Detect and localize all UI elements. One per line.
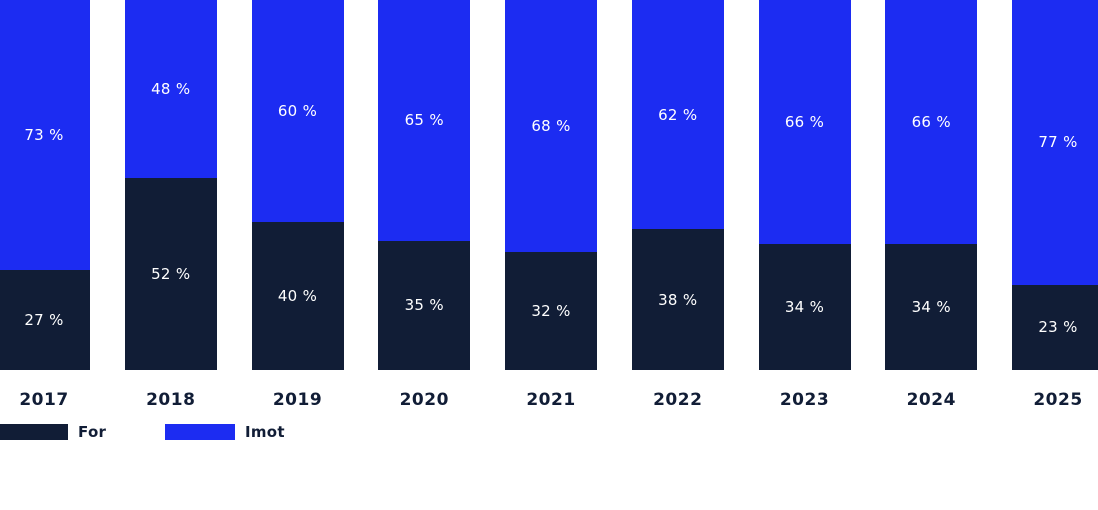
segment-for: 23 % xyxy=(1012,284,1098,370)
bar-2025: 77 % 23 % xyxy=(1012,0,1098,370)
segment-value-label: 34 % xyxy=(911,298,951,317)
x-axis-label: 2020 xyxy=(399,390,449,410)
segment-value-label: 66 % xyxy=(784,113,825,132)
segment-value-label: 35 % xyxy=(404,296,444,315)
x-axis-label: 2025 xyxy=(1033,390,1083,410)
bar-column: 62 % 38 % 2022 xyxy=(631,0,724,410)
segment-value-label: 40 % xyxy=(277,287,318,305)
segment-for: 52 % xyxy=(124,177,217,370)
segment-value-label: 77 % xyxy=(1038,133,1078,152)
segment-value-label: 32 % xyxy=(531,301,571,320)
bar-2019: 60 % 40 % xyxy=(251,0,344,370)
bar-column: 66 % 34 % 2024 xyxy=(885,0,978,410)
segment-value-label: 65 % xyxy=(404,111,444,130)
bar-column: 68 % 32 % 2021 xyxy=(505,0,597,410)
segment-value-label: 60 % xyxy=(277,102,318,120)
segment-imot: 68 % xyxy=(505,0,597,252)
legend-item-for: For xyxy=(0,423,106,441)
segment-for: 35 % xyxy=(378,240,471,370)
bar-column: 48 % 52 % 2018 xyxy=(124,0,217,410)
bar-column: 73 % 27 % 2017 xyxy=(0,0,90,410)
bar-2022: 62 % 38 % xyxy=(631,0,724,370)
x-axis-label: 2022 xyxy=(653,390,703,410)
segment-imot: 66 % xyxy=(758,0,851,245)
segment-for: 32 % xyxy=(505,251,597,370)
legend-label-for: For xyxy=(78,423,107,441)
bar-2020: 65 % 35 % xyxy=(378,0,471,370)
segment-for: 38 % xyxy=(631,229,724,370)
x-axis-label: 2024 xyxy=(906,390,956,410)
segment-value-label: 66 % xyxy=(911,113,951,132)
segment-value-label: 48 % xyxy=(151,79,191,98)
bar-2017: 73 % 27 % xyxy=(0,0,90,370)
segment-value-label: 34 % xyxy=(784,298,825,317)
segment-imot: 77 % xyxy=(1012,0,1098,285)
segment-value-label: 73 % xyxy=(24,126,64,145)
bar-column: 66 % 34 % 2023 xyxy=(758,0,851,410)
segment-value-label: 62 % xyxy=(658,105,698,124)
bar-column: 77 % 23 % 2025 xyxy=(1012,0,1098,410)
segment-imot: 60 % xyxy=(251,0,344,222)
bar-chart-plot-area: 73 % 27 % 2017 48 % 52 % 2018 60 % 40 % 2019 65 %… xyxy=(0,0,1098,410)
segment-value-label: 52 % xyxy=(151,264,191,283)
segment-imot: 62 % xyxy=(631,0,724,230)
bar-column: 65 % 35 % 2020 xyxy=(378,0,471,410)
x-axis-label: 2021 xyxy=(526,390,576,410)
segment-for: 34 % xyxy=(758,244,851,370)
x-axis-label: 2023 xyxy=(779,390,830,410)
x-axis-label: 2018 xyxy=(146,390,196,410)
bar-column: 60 % 40 % 2019 xyxy=(251,0,344,410)
segment-imot: 66 % xyxy=(885,0,978,245)
segment-imot: 73 % xyxy=(0,0,90,271)
segment-value-label: 27 % xyxy=(24,311,64,330)
legend: For Imot xyxy=(0,423,1098,441)
bar-2021: 68 % 32 % xyxy=(505,0,597,370)
segment-for: 40 % xyxy=(251,222,344,370)
segment-value-label: 38 % xyxy=(658,290,698,309)
legend-swatch-for xyxy=(0,424,68,440)
bar-2024: 66 % 34 % xyxy=(885,0,978,370)
legend-swatch-imot xyxy=(165,424,235,440)
segment-imot: 48 % xyxy=(124,0,217,178)
bar-2023: 66 % 34 % xyxy=(758,0,851,370)
x-axis-label: 2017 xyxy=(19,390,69,410)
bar-2018: 48 % 52 % xyxy=(124,0,217,370)
segment-for: 34 % xyxy=(885,244,978,370)
segment-value-label: 68 % xyxy=(531,116,571,135)
segment-imot: 65 % xyxy=(378,0,471,241)
legend-item-imot: Imot xyxy=(165,423,285,441)
segment-for: 27 % xyxy=(0,270,90,370)
x-axis-label: 2019 xyxy=(272,390,323,410)
legend-label-imot: Imot xyxy=(245,423,285,441)
segment-value-label: 23 % xyxy=(1038,318,1078,337)
